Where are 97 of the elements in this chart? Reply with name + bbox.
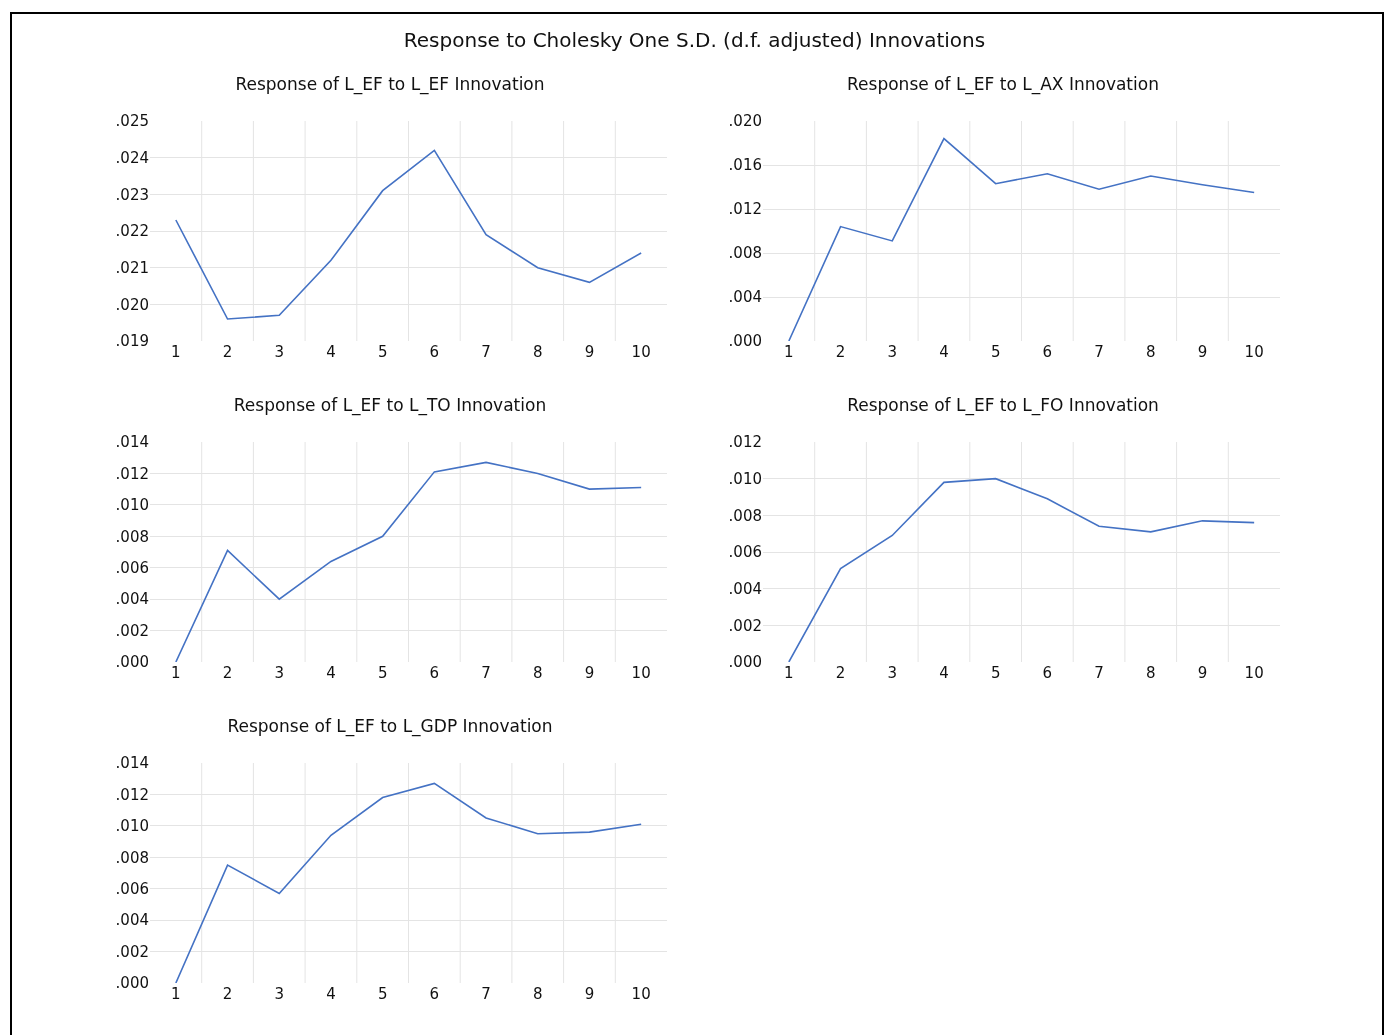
chart-title: Response of L_EF to L_AX Innovation	[847, 73, 1159, 95]
x-tick-label: 10	[631, 985, 651, 1003]
x-tick-label: 2	[835, 343, 846, 361]
x-tick-label: 9	[584, 343, 595, 361]
line-series	[175, 461, 642, 662]
y-tick-label: .022	[115, 222, 149, 241]
x-tick-label: 6	[429, 664, 440, 682]
x-tick-label: 7	[481, 664, 491, 682]
y-tick-label: .002	[728, 616, 762, 635]
text: Response to Cholesky One S.D. (d.f. adjusted) Innovations	[402, 28, 987, 52]
y-tick-label: .002	[115, 942, 149, 961]
x-tick-label: 6	[429, 985, 440, 1003]
y-tick-label: .008	[728, 506, 762, 525]
line-series	[175, 782, 642, 983]
x-tick-label: 5	[377, 343, 388, 361]
x-tick-label: 10	[631, 664, 651, 682]
x-tick-label: 6	[1042, 664, 1053, 682]
y-tick-label: .014	[115, 433, 149, 452]
x-tick-label: 7	[481, 985, 491, 1003]
x-tick-label: 1	[171, 343, 181, 361]
x-tick-label: 8	[1145, 664, 1156, 682]
x-tick-label: 7	[481, 343, 491, 361]
y-tick-label: .010	[728, 469, 762, 488]
y-tick-label: .020	[115, 295, 149, 314]
chart-title: Response of L_EF to L_EF Innovation	[235, 73, 545, 95]
x-tick-label: 2	[222, 343, 233, 361]
x-tick-label: 3	[274, 664, 285, 682]
y-tick-label: .004	[115, 590, 149, 609]
x-tick-label: 6	[1042, 343, 1053, 361]
y-tick-label: .004	[728, 288, 762, 307]
chart-title: Response of L_EF to L_GDP Innovation	[227, 715, 553, 737]
x-tick-label: 9	[584, 985, 595, 1003]
y-tick-label: .000	[728, 653, 762, 672]
x-tick-label: 5	[990, 343, 1001, 361]
x-tick-label: 7	[1094, 343, 1104, 361]
x-tick-label: 7	[1094, 664, 1104, 682]
x-tick-label: 1	[784, 343, 794, 361]
y-tick-label: .010	[115, 496, 149, 515]
y-tick-label: .008	[115, 527, 149, 546]
y-tick-label: .000	[728, 332, 762, 351]
x-tick-label: 5	[990, 664, 1001, 682]
x-tick-label: 4	[939, 664, 949, 682]
x-tick-label: 2	[835, 664, 846, 682]
y-tick-label: .004	[728, 579, 762, 598]
line-series	[788, 477, 1255, 662]
y-tick-label: .004	[115, 911, 149, 930]
y-tick-label: .012	[115, 785, 149, 804]
y-tick-label: .023	[115, 185, 149, 204]
y-tick-label: .002	[115, 621, 149, 640]
chart-title: Response of L_EF to L_FO Innovation	[847, 394, 1159, 416]
line-series	[175, 149, 642, 320]
x-tick-label: 8	[1145, 343, 1156, 361]
y-tick-label: .012	[115, 464, 149, 483]
x-tick-label: 3	[887, 664, 898, 682]
x-tick-label: 6	[429, 343, 440, 361]
y-tick-label: .012	[728, 433, 762, 452]
y-tick-label: .019	[115, 332, 149, 351]
y-tick-label: .000	[115, 653, 149, 672]
x-tick-label: 8	[532, 985, 543, 1003]
x-tick-label: 4	[326, 985, 336, 1003]
x-tick-label: 10	[631, 343, 651, 361]
x-tick-label: 9	[1197, 664, 1208, 682]
line-series	[788, 137, 1255, 341]
x-tick-label: 1	[784, 664, 794, 682]
y-tick-label: .025	[115, 112, 149, 131]
y-tick-label: .024	[115, 148, 149, 167]
y-tick-label: .006	[728, 543, 762, 562]
x-tick-label: 3	[274, 343, 285, 361]
y-tick-label: .020	[728, 112, 762, 131]
x-tick-label: 5	[377, 985, 388, 1003]
y-tick-label: .008	[115, 848, 149, 867]
x-tick-label: 3	[887, 343, 898, 361]
x-tick-label: 1	[171, 664, 181, 682]
y-tick-label: .012	[728, 200, 762, 219]
y-tick-label: .010	[115, 817, 149, 836]
x-tick-label: 9	[1197, 343, 1208, 361]
y-tick-label: .006	[115, 879, 149, 898]
x-tick-label: 1	[171, 985, 181, 1003]
x-tick-label: 2	[222, 664, 233, 682]
x-tick-label: 4	[326, 664, 336, 682]
x-tick-label: 8	[532, 664, 543, 682]
x-tick-label: 10	[1244, 664, 1264, 682]
y-tick-label: .000	[115, 974, 149, 993]
x-tick-label: 9	[584, 664, 595, 682]
x-tick-label: 8	[532, 343, 543, 361]
chart-title: Response of L_EF to L_TO Innovation	[233, 394, 547, 416]
x-tick-label: 3	[274, 985, 285, 1003]
x-tick-label: 4	[939, 343, 949, 361]
y-tick-label: .006	[115, 558, 149, 577]
y-tick-label: .014	[115, 754, 149, 773]
y-tick-label: .021	[115, 258, 149, 277]
y-tick-label: .016	[728, 156, 762, 175]
x-tick-label: 4	[326, 343, 336, 361]
x-tick-label: 2	[222, 985, 233, 1003]
x-tick-label: 10	[1244, 343, 1264, 361]
x-tick-label: 5	[377, 664, 388, 682]
y-tick-label: .008	[728, 244, 762, 263]
